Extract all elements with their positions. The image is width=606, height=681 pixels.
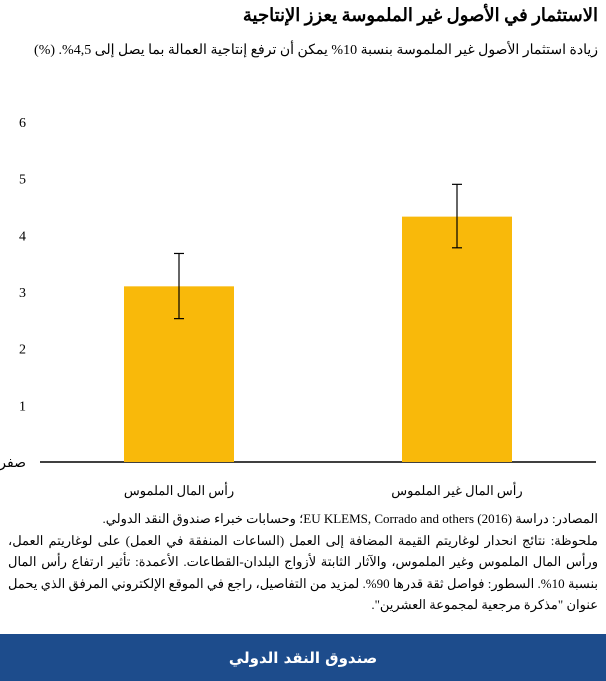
chart-subtitle: زيادة استثمار الأصول غير الملموسة بنسبة …: [34, 43, 598, 58]
notes-section: المصادر: دراسة (2016) EU KLEMS, Corrado …: [8, 508, 598, 616]
chart-title: الاستثمار في الأصول غير الملموسة يعزز ال…: [242, 5, 598, 25]
y-tick-label: 4: [19, 229, 26, 244]
sources-text: المصادر: دراسة (2016) EU KLEMS, Corrado …: [102, 511, 598, 526]
y-tick-label: 6: [19, 116, 26, 131]
note-text: ملحوظة: نتائج انحدار لوغاريتم القيمة الم…: [8, 532, 599, 613]
x-category-label: رأس المال الملموس: [124, 482, 234, 499]
y-tick-label: صفر: [0, 456, 26, 471]
bar: [402, 216, 512, 462]
x-category-label: رأس المال غير الملموس: [391, 482, 522, 499]
bar-chart: صفر 1 2 3 4 5 6 رأس المال الملموس رأس المال غير …: [0, 116, 596, 499]
y-tick-label: 3: [19, 286, 26, 301]
y-tick-label: 5: [19, 173, 26, 188]
footer-bar: صندوق النقد الدولي: [0, 634, 606, 681]
y-tick-label: 1: [19, 399, 26, 414]
footer-label: صندوق النقد الدولي: [228, 648, 378, 667]
y-tick-label: 2: [19, 343, 26, 358]
